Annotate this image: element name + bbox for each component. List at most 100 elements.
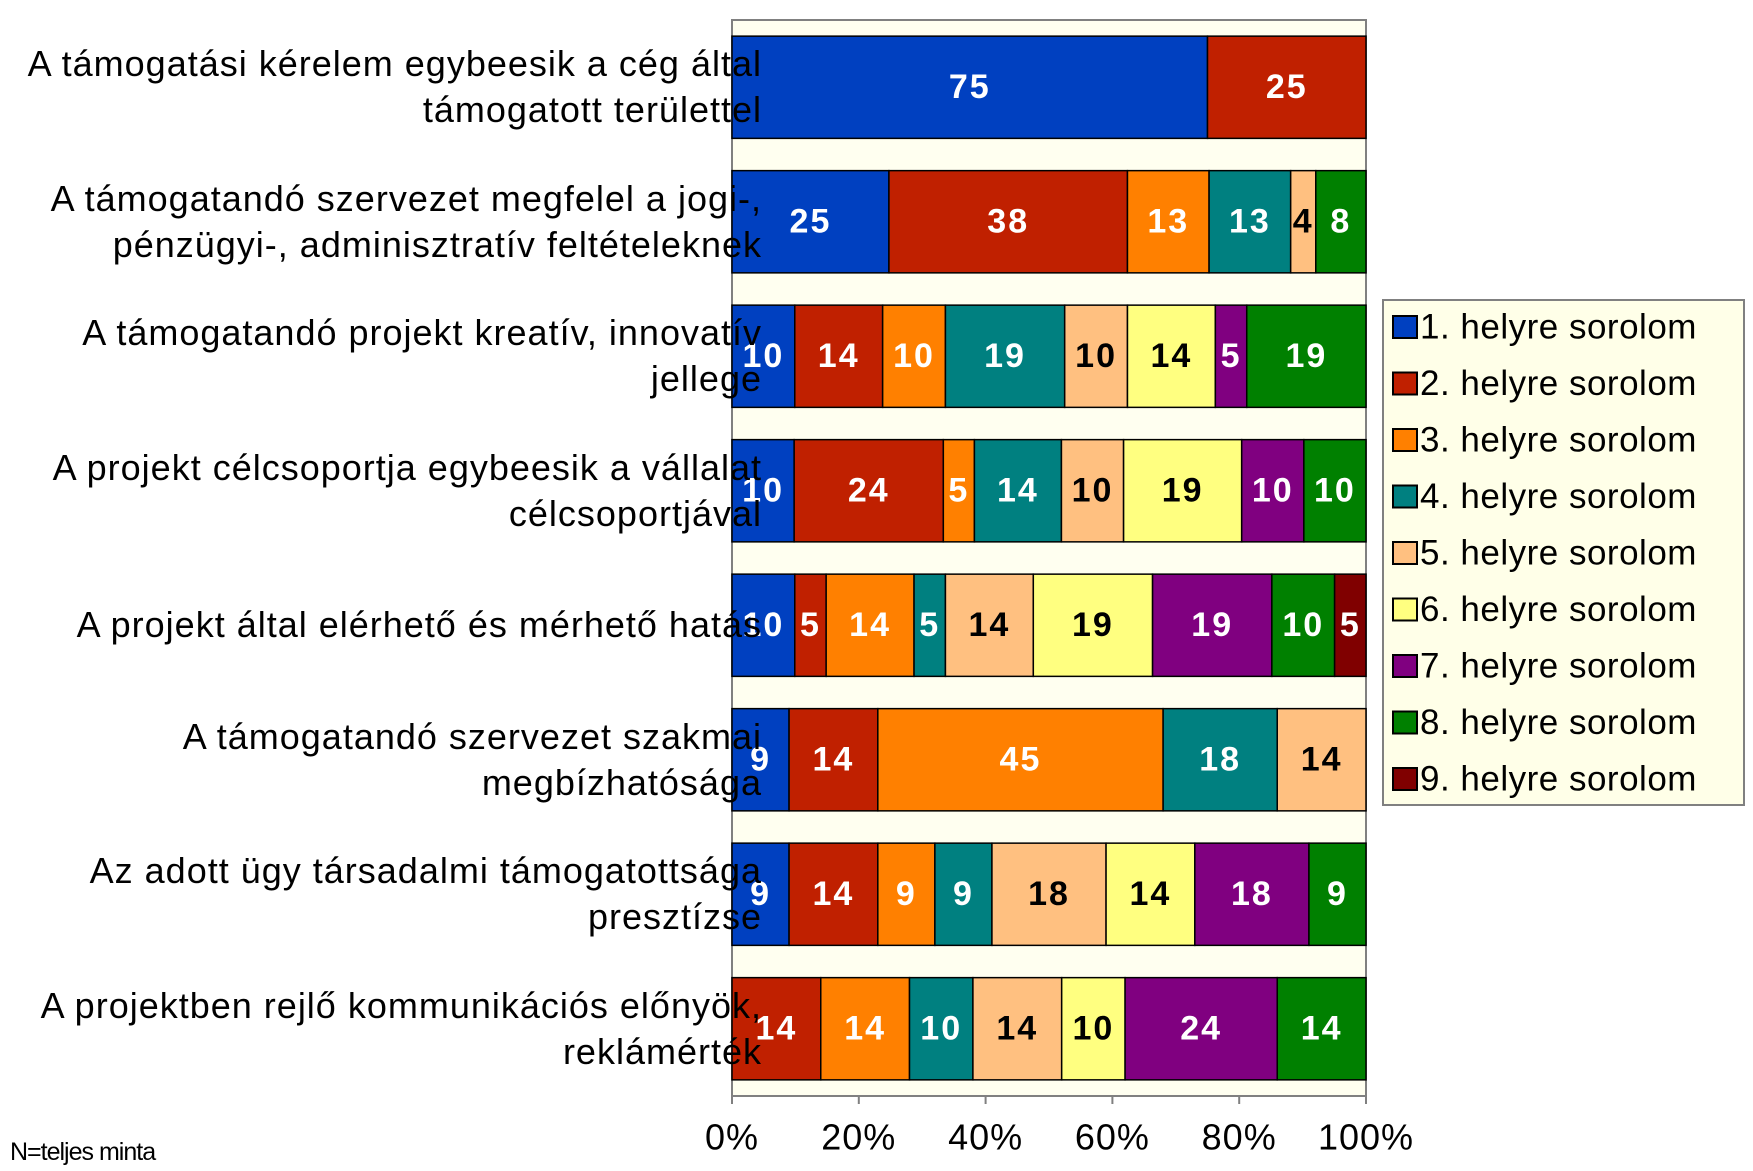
bar-segment: [731, 976, 822, 1081]
legend-swatch: [1392, 315, 1418, 339]
legend-swatch: [1392, 428, 1418, 452]
data-label: 10: [742, 337, 784, 375]
legend-swatch: [1392, 710, 1418, 735]
data-label: 75: [949, 68, 991, 106]
x-tick-label: 0%: [705, 1117, 759, 1158]
data-label: 14: [1150, 337, 1192, 375]
bar-segment: [908, 976, 974, 1081]
data-label: 5: [800, 606, 821, 644]
legend-swatch: [1392, 484, 1418, 509]
data-label: 14: [844, 1010, 886, 1048]
bar-segment: [1276, 707, 1367, 812]
bar-segment: [731, 35, 1209, 140]
bar-segment: [973, 438, 1063, 543]
category-label: A projektben rejlő kommunikációs előnyök…: [40, 984, 762, 1072]
x-tick-label: 80%: [1202, 1117, 1277, 1158]
bar-segment: [1151, 573, 1273, 678]
bar-segment: [788, 707, 879, 812]
bar-segment: [1208, 169, 1292, 274]
bar-segment: [1206, 35, 1367, 140]
data-label: 25: [1266, 68, 1308, 106]
data-label: 10: [742, 472, 784, 510]
legend-box: [1382, 299, 1745, 806]
bar-segment: [1126, 169, 1210, 274]
bar-segment: [794, 573, 827, 678]
data-label: 9: [953, 875, 974, 913]
data-label: 14: [818, 337, 860, 375]
data-label: 18: [1028, 875, 1070, 913]
data-label: 45: [1000, 741, 1042, 779]
bar-segment: [1060, 976, 1126, 1081]
data-label: 8: [1330, 203, 1351, 241]
legend-swatch: [1392, 541, 1418, 565]
x-tick-label: 40%: [948, 1117, 1023, 1158]
bar-segment: [1240, 438, 1305, 543]
category-label: A projekt célcsoportja egybeesik a válla…: [52, 446, 762, 534]
data-label: 5: [1221, 337, 1242, 375]
bar-segment: [1194, 842, 1310, 947]
data-label: 9: [750, 741, 771, 779]
bar-segment: [793, 438, 945, 543]
data-label: 19: [1072, 606, 1114, 644]
data-label: 9: [1327, 875, 1348, 913]
data-label: 18: [1231, 875, 1273, 913]
note: N=teljes minta: [10, 1138, 156, 1166]
legend-label: 3. helyre sorolom: [1420, 420, 1697, 459]
data-label: 9: [896, 875, 917, 913]
data-label: 10: [893, 337, 935, 375]
data-label: 5: [1340, 606, 1361, 644]
category-label: A támogatandó szervezet megfelel a jogi-…: [50, 177, 762, 265]
data-label: 19: [984, 337, 1026, 375]
bar-segment: [1063, 304, 1129, 409]
data-label: 38: [987, 203, 1029, 241]
bar-segment: [1214, 304, 1248, 409]
data-label: 19: [1162, 472, 1204, 510]
data-label: 14: [849, 606, 891, 644]
category-label: A támogatási kérelem egybeesik a cég ált…: [27, 43, 762, 131]
data-label: 24: [1180, 1010, 1222, 1048]
legend-swatch: [1392, 767, 1418, 791]
bar-segment: [1124, 976, 1278, 1081]
category-label: A támogatandó projekt kreatív, innovatív…: [82, 312, 762, 400]
bar-segment: [1289, 169, 1317, 274]
bar-segment: [934, 842, 993, 947]
legend-label: 1. helyre sorolom: [1420, 307, 1697, 346]
x-tick-label: 60%: [1075, 1117, 1150, 1158]
bar-segment: [731, 438, 795, 543]
data-label: 14: [996, 1010, 1038, 1048]
data-label: 10: [1072, 472, 1114, 510]
bar-segment: [1032, 573, 1154, 678]
legend-label: 8. helyre sorolom: [1420, 703, 1697, 742]
bar-segment: [1245, 304, 1367, 409]
legend-swatch: [1392, 597, 1418, 622]
data-label: 19: [1285, 337, 1327, 375]
bar-segment: [1162, 707, 1278, 812]
legend-label: 4. helyre sorolom: [1420, 477, 1697, 516]
data-label: 10: [1252, 472, 1294, 510]
data-label: 14: [968, 606, 1010, 644]
bar-segment: [1105, 842, 1196, 947]
bar-segment: [1315, 169, 1367, 274]
data-label: 14: [1301, 1010, 1343, 1048]
legend-label: 7. helyre sorolom: [1420, 646, 1697, 685]
bar-segment: [991, 842, 1107, 947]
bar-segment: [877, 707, 1164, 812]
bar-segment: [825, 573, 915, 678]
legend-label: 6. helyre sorolom: [1420, 590, 1697, 629]
bar-segment: [731, 304, 796, 409]
data-label: 18: [1199, 741, 1241, 779]
bar-segment: [820, 976, 911, 1081]
legend-label: 9. helyre sorolom: [1420, 759, 1697, 798]
bar-segment: [944, 304, 1066, 409]
data-label: 10: [1075, 337, 1117, 375]
data-label: 5: [919, 606, 940, 644]
bar-segment: [1308, 842, 1367, 947]
bar-segment: [1276, 976, 1367, 1081]
bar-segment: [888, 169, 1129, 274]
data-label: 10: [742, 606, 784, 644]
data-label: 14: [813, 741, 855, 779]
data-label: 14: [755, 1010, 797, 1048]
legend-label: 5. helyre sorolom: [1420, 533, 1697, 572]
